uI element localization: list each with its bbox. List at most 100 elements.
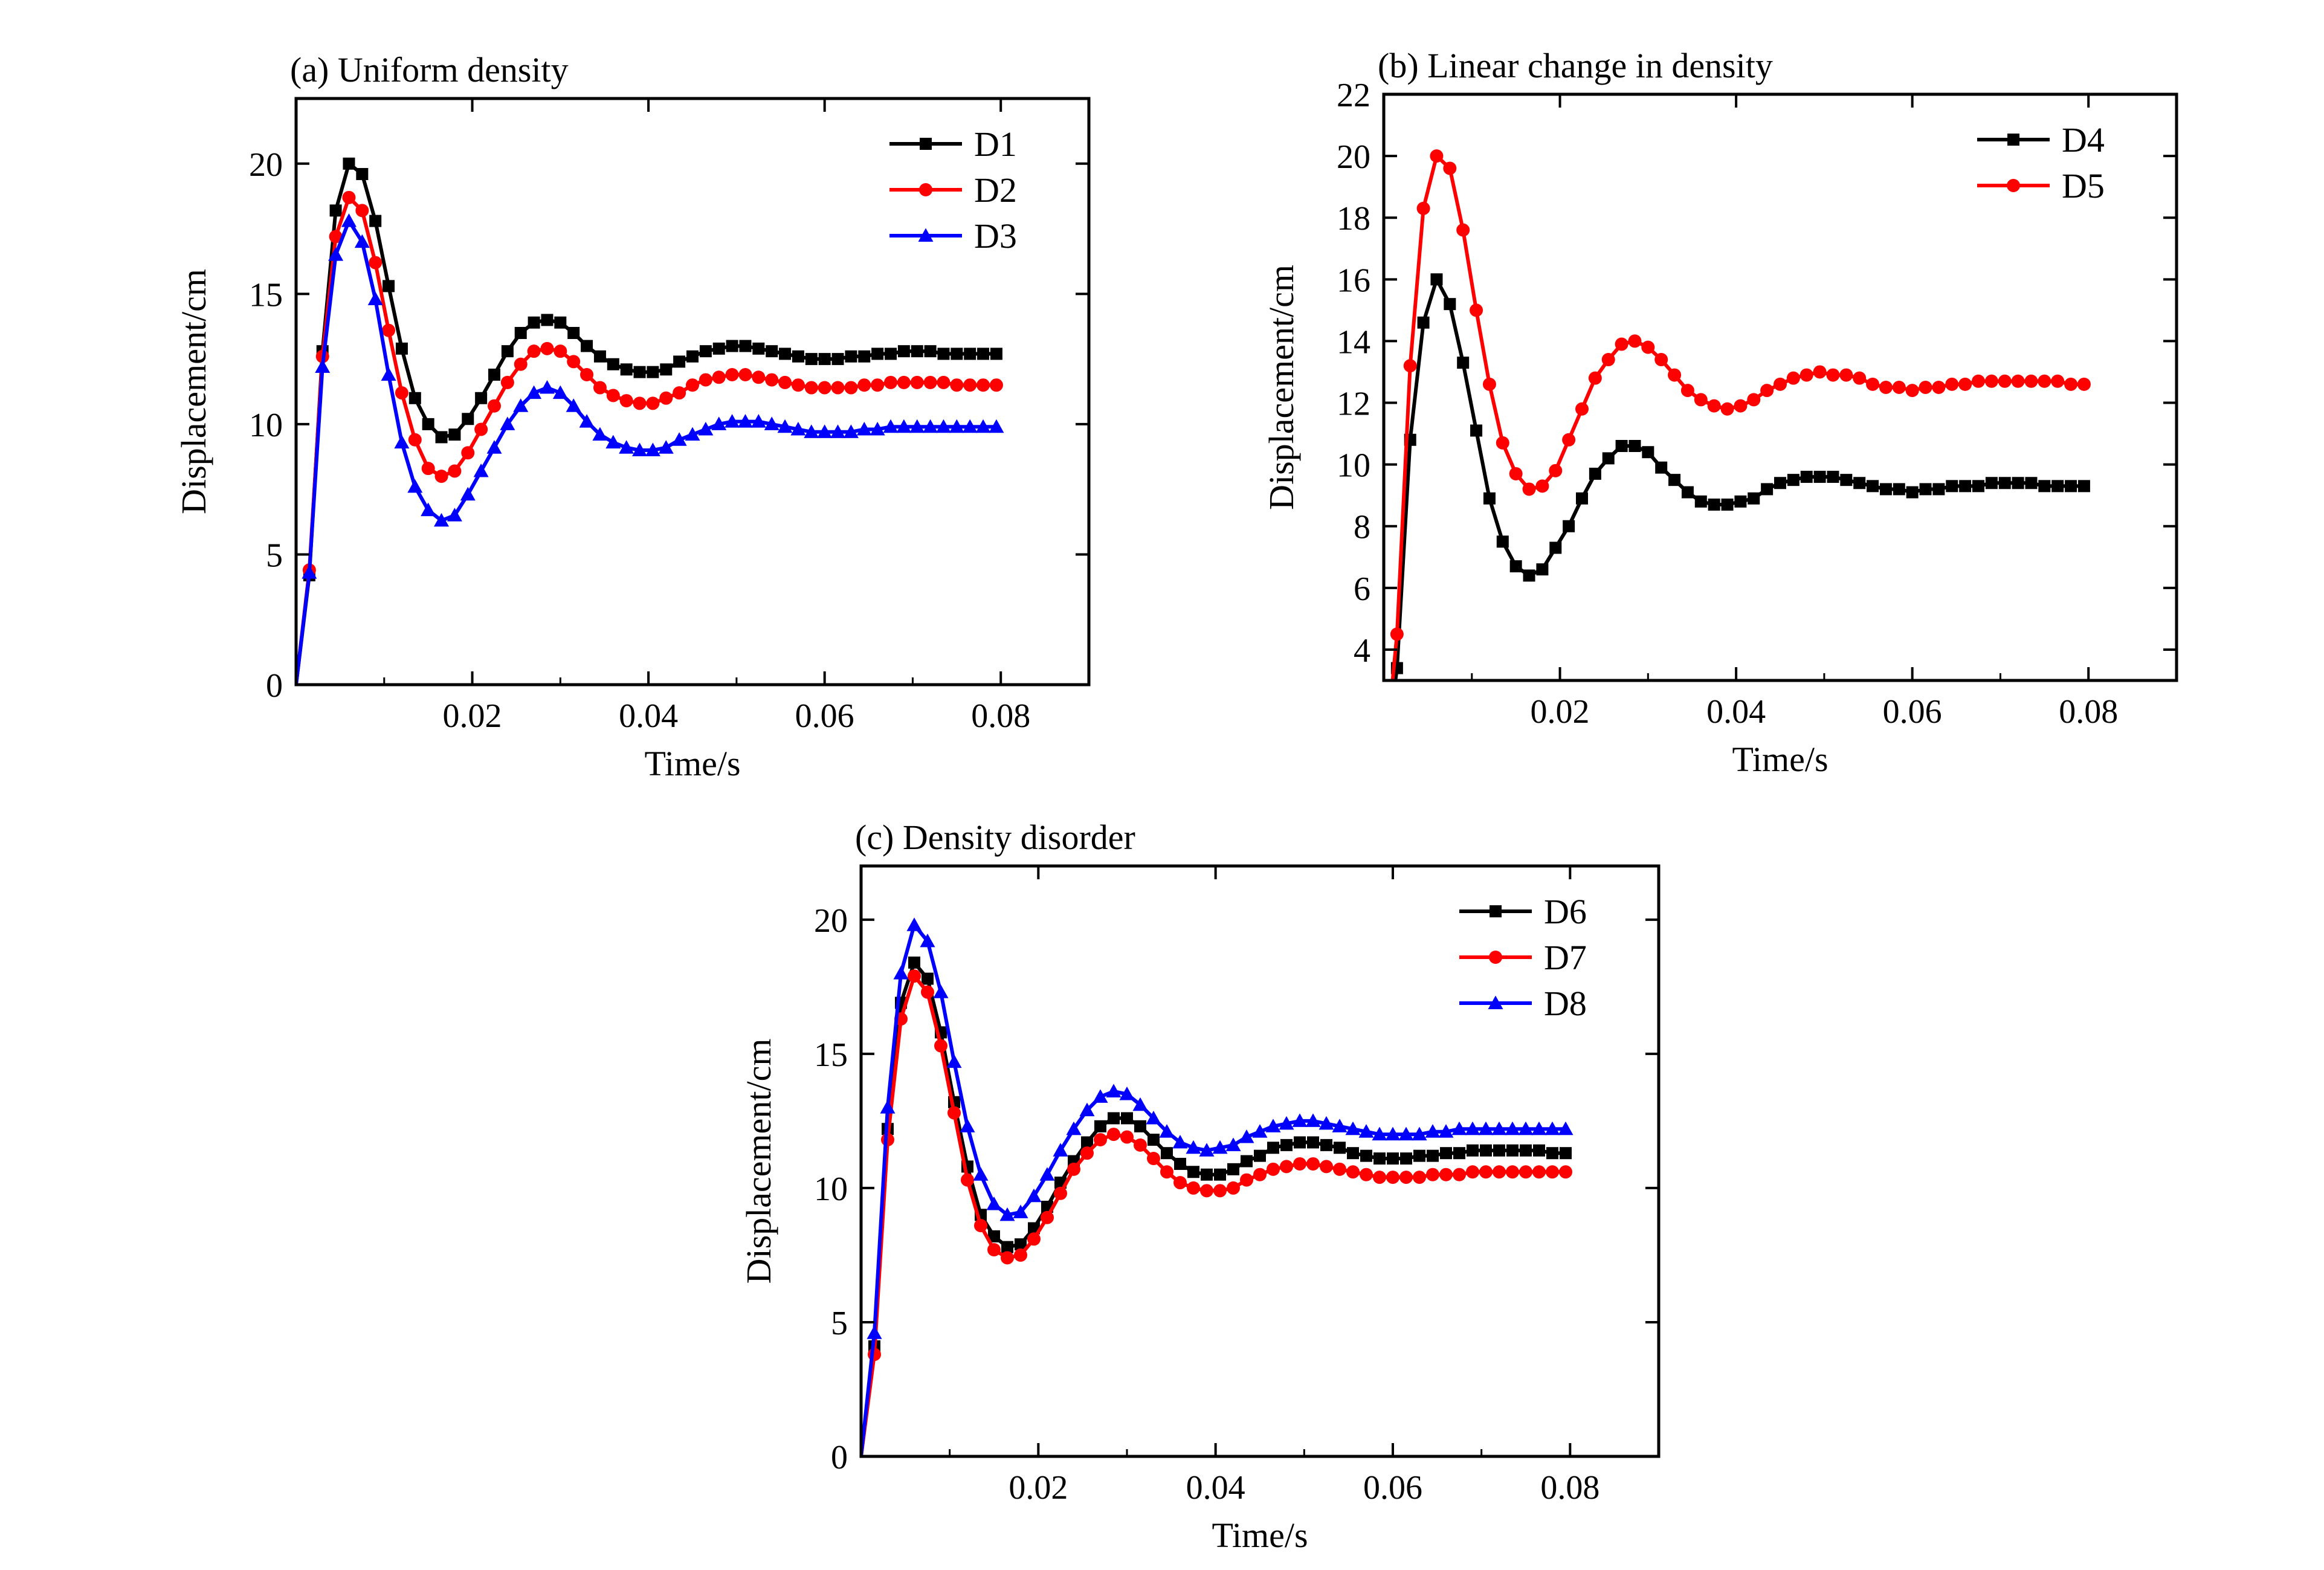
data-point-D8 <box>1425 1124 1441 1138</box>
data-point-D5 <box>1443 161 1457 175</box>
data-point-D4 <box>1642 446 1654 459</box>
data-point-D5 <box>1416 201 1430 215</box>
data-point-D1 <box>951 347 963 360</box>
data-point-D6 <box>1201 1168 1213 1181</box>
data-point-D8 <box>1159 1124 1175 1138</box>
data-point-D1 <box>712 342 725 355</box>
legend-marker <box>918 228 934 242</box>
data-point-D5 <box>2051 374 2065 388</box>
series-line-D7 <box>861 974 1566 1456</box>
data-point-D3 <box>566 398 581 412</box>
data-point-D4 <box>2025 477 2038 489</box>
data-point-D4 <box>1946 480 1958 493</box>
data-point-D2 <box>633 396 647 410</box>
data-point-D1 <box>528 316 540 329</box>
legend-label: D6 <box>1544 892 1587 931</box>
data-point-D2 <box>884 375 897 389</box>
data-point-D1 <box>699 345 712 358</box>
x-tick-label: 0.08 <box>971 697 1030 735</box>
y-tick-label: 16 <box>1337 262 1370 299</box>
data-point-D2 <box>686 378 699 392</box>
data-point-D8 <box>1106 1084 1122 1098</box>
data-point-D4 <box>1972 480 1984 493</box>
data-point-D5 <box>1707 399 1721 413</box>
data-point-D7 <box>1027 1232 1041 1246</box>
data-point-D3 <box>975 419 991 433</box>
data-point-D8 <box>1265 1119 1281 1132</box>
legend-item-D5: D5 <box>1977 166 2105 205</box>
data-point-D3 <box>354 234 370 248</box>
data-point-D5 <box>1641 340 1655 354</box>
legend-item-D3: D3 <box>889 216 1017 256</box>
data-point-D6 <box>1347 1147 1359 1160</box>
series-D4 <box>1390 273 2090 680</box>
data-point-D1 <box>329 204 342 217</box>
data-point-D4 <box>1721 499 1734 511</box>
data-point-D1 <box>435 431 448 444</box>
data-point-D3 <box>671 432 687 446</box>
data-point-D4 <box>1668 474 1681 486</box>
y-tick-label: 12 <box>1337 386 1370 423</box>
data-point-D1 <box>660 363 673 376</box>
data-point-D6 <box>988 1230 1000 1242</box>
data-point-D8 <box>893 966 909 980</box>
chart-title: (a) Uniform density <box>290 50 569 89</box>
data-point-D2 <box>871 378 885 392</box>
data-point-D2 <box>673 386 686 400</box>
data-point-D7 <box>1559 1165 1572 1179</box>
data-point-D6 <box>922 972 934 985</box>
data-point-D1 <box>911 345 923 358</box>
plot-area <box>296 157 1004 685</box>
data-point-D8 <box>1465 1121 1480 1136</box>
data-point-D2 <box>527 344 541 358</box>
data-point-D4 <box>1708 499 1720 511</box>
data-point-D7 <box>1187 1181 1200 1195</box>
data-point-D5 <box>1892 381 1906 394</box>
data-point-D3 <box>526 385 542 399</box>
data-point-D2 <box>461 446 475 460</box>
x-tick-label: 0.02 <box>1009 1469 1068 1507</box>
data-point-D1 <box>673 355 686 368</box>
data-point-D3 <box>473 463 489 477</box>
data-point-D3 <box>486 440 502 454</box>
data-point-D2 <box>791 378 805 392</box>
data-point-D8 <box>1186 1140 1201 1154</box>
data-point-D6 <box>1214 1168 1226 1181</box>
data-point-D7 <box>1041 1210 1054 1224</box>
data-point-D2 <box>554 344 567 358</box>
data-point-D6 <box>1161 1147 1173 1160</box>
data-point-D8 <box>1372 1126 1387 1141</box>
data-point-D8 <box>1531 1121 1547 1136</box>
data-point-D6 <box>1187 1166 1199 1178</box>
data-point-D4 <box>1430 273 1443 286</box>
data-point-D1 <box>633 366 646 378</box>
data-point-D3 <box>962 419 978 433</box>
data-point-D3 <box>407 479 423 493</box>
data-point-D2 <box>699 373 712 387</box>
data-point-D8 <box>960 1119 975 1132</box>
y-tick-label: 5 <box>266 537 283 574</box>
data-point-D7 <box>1479 1165 1493 1179</box>
chart-panel-1: (a) Uniform density 0.02 0.04 0.06 0.08 0 5 10 1… <box>174 50 1091 783</box>
data-point-D5 <box>2024 374 2038 388</box>
data-point-D4 <box>1483 492 1496 505</box>
data-point-D1 <box>977 347 990 360</box>
data-point-D6 <box>1108 1112 1120 1125</box>
data-point-D4 <box>1879 483 1892 496</box>
data-point-D8 <box>1079 1102 1095 1117</box>
series-D7 <box>861 969 1572 1456</box>
legend-label: D2 <box>974 170 1017 210</box>
data-point-D7 <box>1213 1184 1227 1198</box>
data-point-D5 <box>1813 365 1827 379</box>
data-point-D5 <box>1668 368 1682 382</box>
data-point-D6 <box>1267 1142 1279 1154</box>
y-axis-label: Displacement/cm <box>1262 265 1301 510</box>
data-point-D5 <box>1774 377 1787 391</box>
data-point-D4 <box>1893 483 1905 496</box>
data-point-D1 <box>448 428 461 441</box>
y-axis-label: Displacement/cm <box>739 1039 778 1284</box>
legend-item-D8: D8 <box>1459 984 1587 1023</box>
data-point-D5 <box>1984 374 1998 388</box>
data-point-D2 <box>488 399 501 413</box>
data-point-D3 <box>856 422 872 436</box>
